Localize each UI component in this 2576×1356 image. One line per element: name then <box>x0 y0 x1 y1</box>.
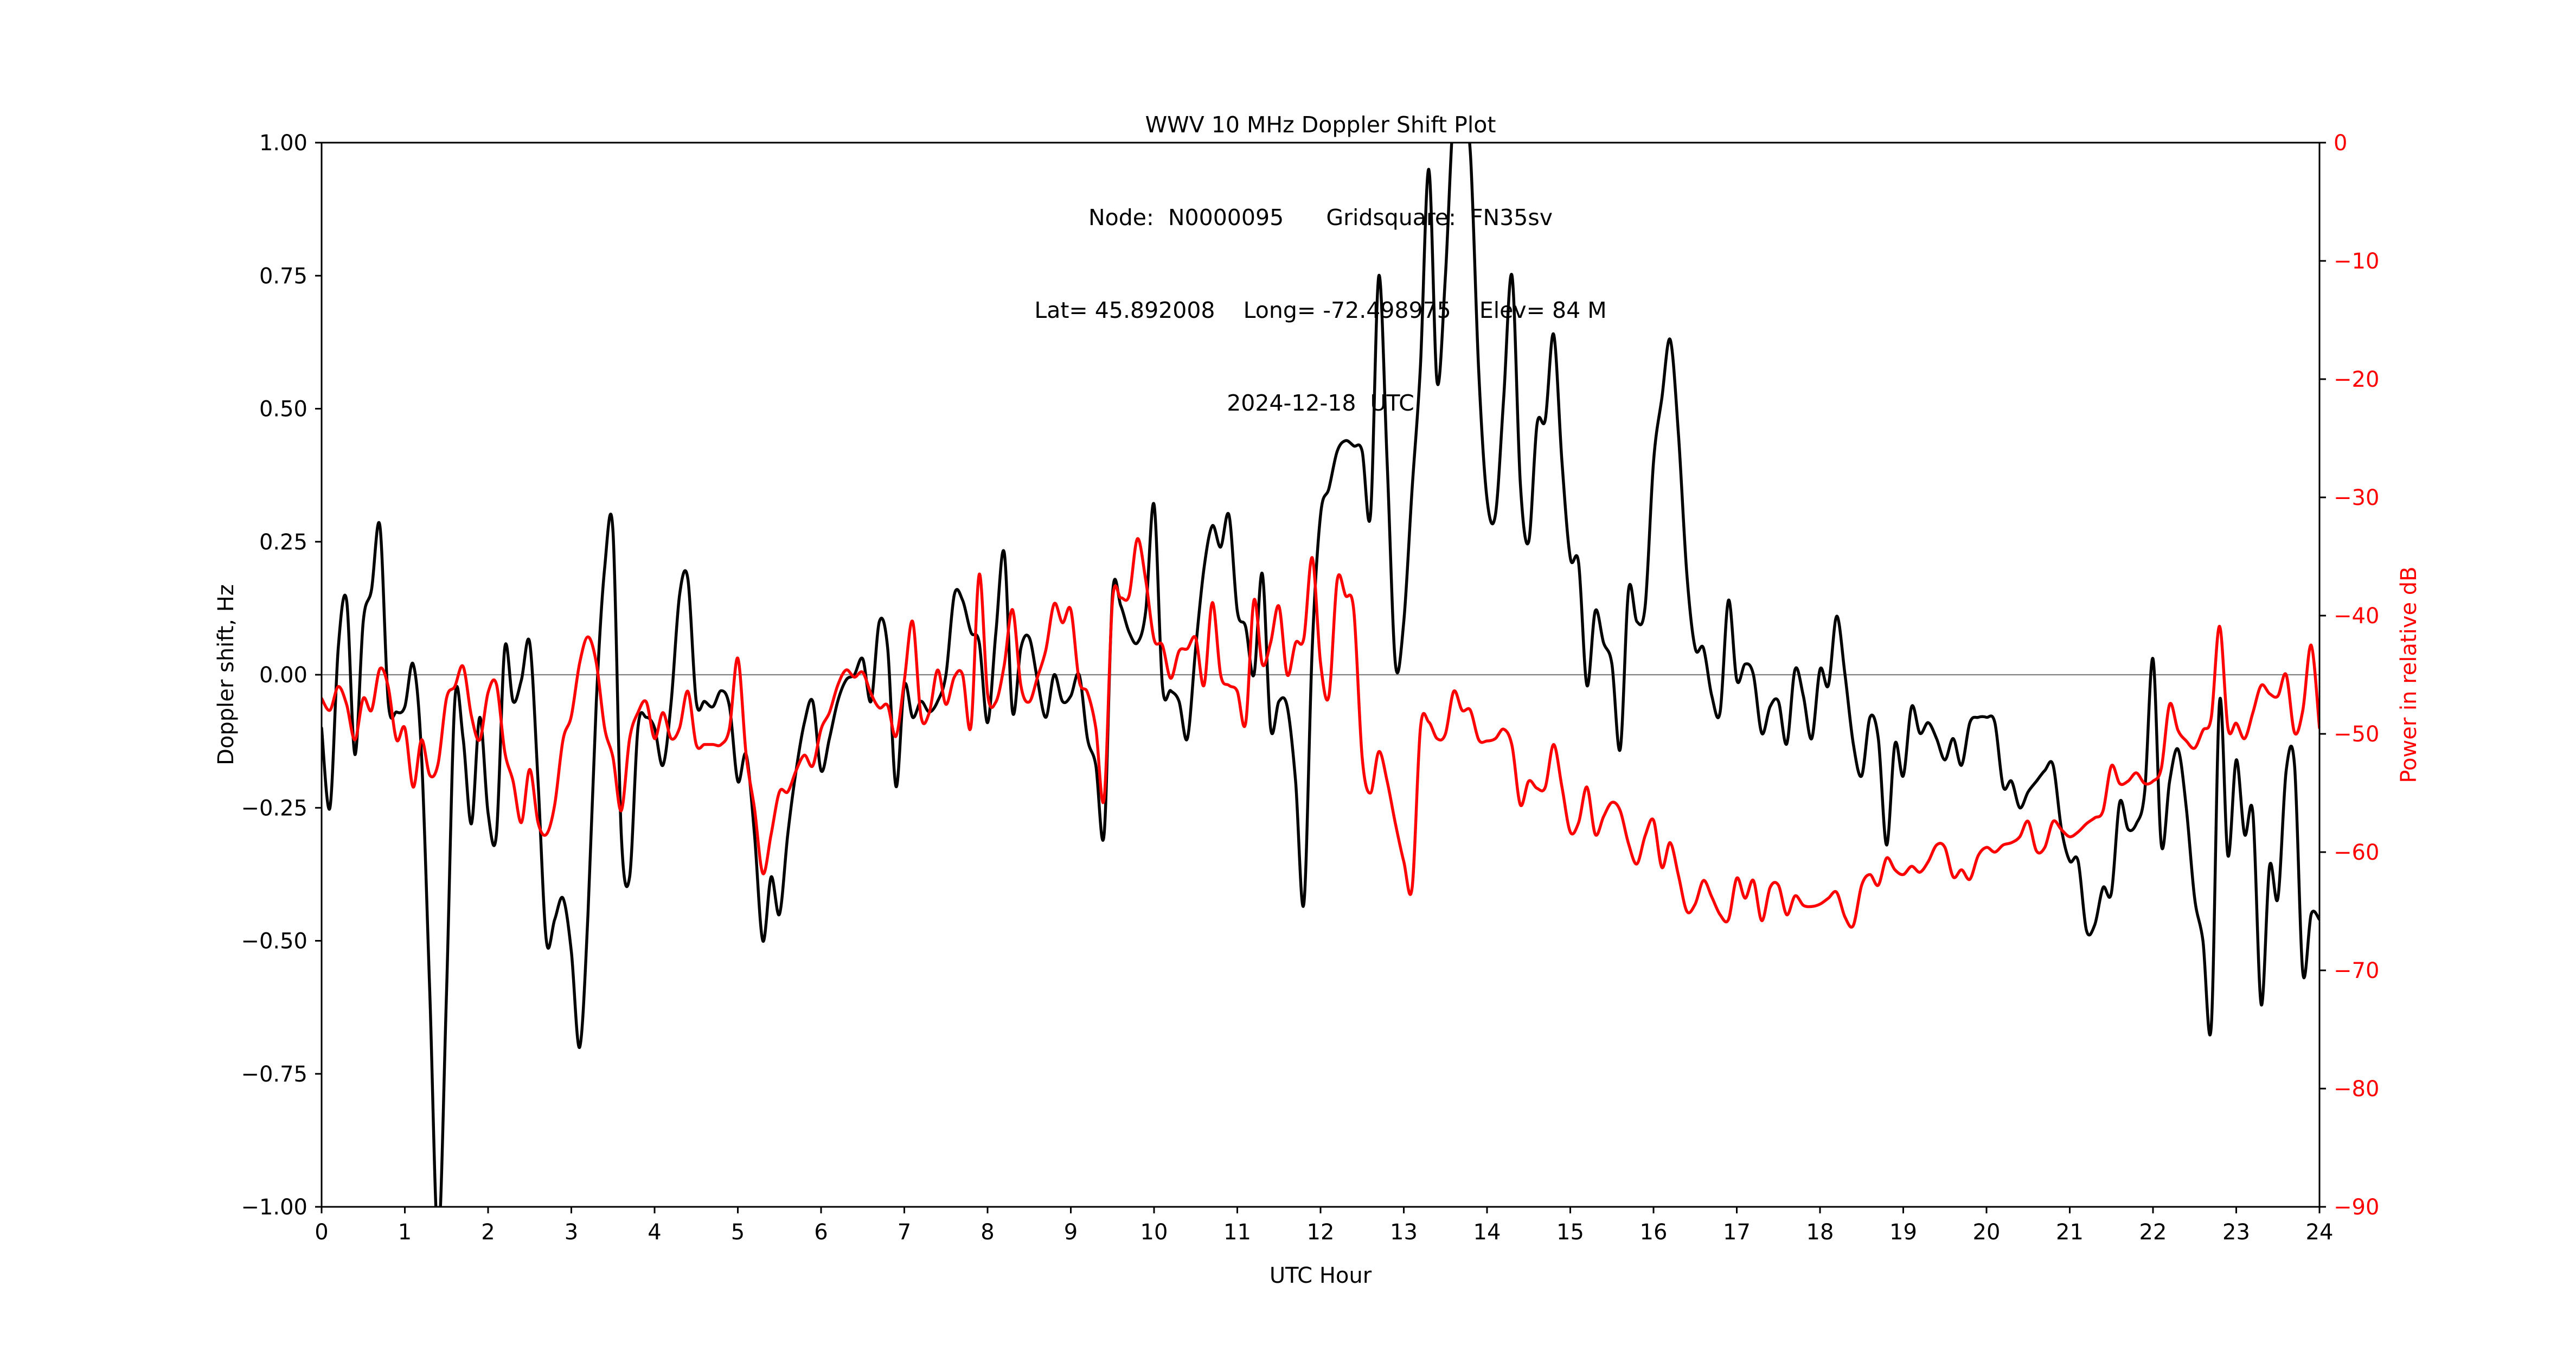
x-tick-label: 10 <box>1140 1220 1168 1245</box>
series-power_relative_db <box>321 537 2320 929</box>
x-tick-label: 14 <box>1473 1220 1501 1245</box>
x-tick-label: 21 <box>2056 1220 2084 1245</box>
x-tick-label: 22 <box>2139 1220 2167 1245</box>
x-tick-label: 1 <box>398 1220 412 1245</box>
x-tick-label: 7 <box>898 1220 911 1245</box>
left-axis-ticks: 1.00 0.75 0.50 0.25 0.00 −0.25 −0.50 −0.75 −1.00… <box>214 131 322 1220</box>
x-tick-label: 2 <box>481 1220 495 1245</box>
right-tick-label: −50 <box>2334 722 2379 747</box>
right-tick-label: −40 <box>2334 604 2379 629</box>
right-axis-ticks: 0 −10 −20 −30 −40 −50 −60 −70 −80 −90 Power in rel… <box>2319 131 2421 1220</box>
x-tick-label: 6 <box>814 1220 828 1245</box>
plot-title-block: WWV 10 MHz Doppler Shift Plot Node: N000… <box>322 48 2319 481</box>
x-tick-label: 9 <box>1064 1220 1078 1245</box>
right-tick-label: 0 <box>2334 131 2347 156</box>
x-tick-label: 18 <box>1806 1220 1834 1245</box>
left-tick-label: 0.25 <box>259 530 307 555</box>
left-tick-label: 0.50 <box>259 397 307 422</box>
x-tick-label: 13 <box>1390 1220 1418 1245</box>
series-doppler_shift_hz <box>321 142 2320 1207</box>
x-tick-label: 0 <box>315 1220 328 1245</box>
left-tick-label: −1.00 <box>241 1195 307 1220</box>
plot-title-line-3: Lat= 45.892008 Long= -72.498975 Elev= 84… <box>1034 297 1607 323</box>
x-tick-label: 8 <box>981 1220 994 1245</box>
plot-title-line-2: Node: N0000095 Gridsquare: FN35sv <box>1088 204 1553 231</box>
right-tick-label: −60 <box>2334 840 2379 865</box>
left-tick-label: −0.75 <box>241 1062 307 1087</box>
left-axis-label: Doppler shift, Hz <box>214 584 239 765</box>
plot-title-line-4: 2024-12-18 UTC <box>1227 390 1414 416</box>
left-tick-label: −0.25 <box>241 796 307 821</box>
left-tick-label: −0.50 <box>241 929 307 954</box>
right-axis-label: Power in relative dB <box>2396 566 2421 783</box>
left-tick-label: 0.00 <box>259 663 307 688</box>
x-tick-label: 20 <box>1973 1220 2001 1245</box>
x-tick-label: 19 <box>1889 1220 1917 1245</box>
left-tick-label: 0.75 <box>259 264 307 289</box>
x-tick-label: 12 <box>1307 1220 1335 1245</box>
right-tick-label: −80 <box>2334 1077 2379 1102</box>
x-axis-ticks: 0 1 2 3 4 5 6 7 8 9 10 11 12 13 14 15 16 17 18 19 20 21 22 23 24… <box>315 1207 2333 1288</box>
right-tick-label: −90 <box>2334 1195 2379 1220</box>
right-tick-label: −70 <box>2334 958 2379 983</box>
x-tick-label: 5 <box>731 1220 745 1245</box>
left-tick-label: 1.00 <box>259 131 307 156</box>
plot-title-line-1: WWV 10 MHz Doppler Shift Plot <box>1145 112 1496 138</box>
x-tick-label: 15 <box>1556 1220 1584 1245</box>
x-tick-label: 4 <box>648 1220 661 1245</box>
x-axis-label: UTC Hour <box>1270 1263 1372 1288</box>
x-tick-label: 11 <box>1223 1220 1251 1245</box>
right-tick-label: −10 <box>2334 249 2379 274</box>
right-tick-label: −20 <box>2334 367 2379 392</box>
x-tick-label: 24 <box>2306 1220 2334 1245</box>
x-tick-label: 16 <box>1640 1220 1668 1245</box>
x-tick-label: 23 <box>2222 1220 2250 1245</box>
x-tick-label: 17 <box>1723 1220 1751 1245</box>
x-tick-label: 3 <box>565 1220 578 1245</box>
right-tick-label: −30 <box>2334 485 2379 510</box>
